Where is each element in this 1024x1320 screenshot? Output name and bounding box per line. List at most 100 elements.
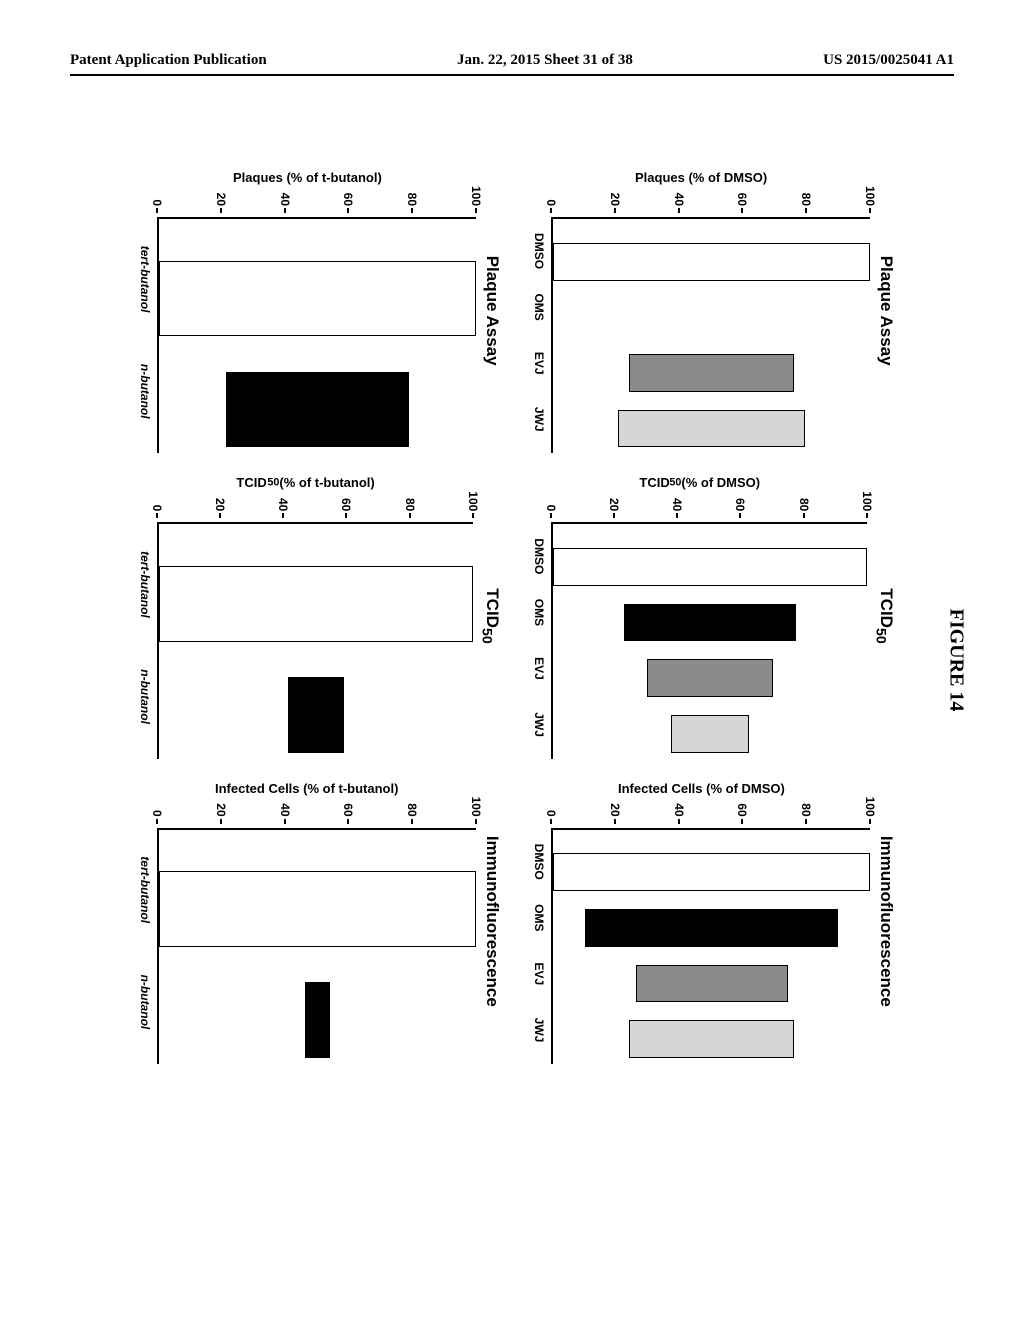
x-labels: DMSOOMSEVJJWJ <box>532 522 551 758</box>
bar-group <box>553 1002 870 1058</box>
bar-group <box>553 697 866 753</box>
figure-14: Plaque AssayPlaques (% of DMSO)100806040… <box>69 237 965 995</box>
x-label: OMS <box>532 279 545 335</box>
x-label: n-butanol <box>138 946 151 1058</box>
x-label: n-butanol <box>138 641 151 753</box>
chart-cell: Plaque Assay Plaques (% of DMSO)100806040… <box>532 168 896 453</box>
bar-group <box>553 225 870 281</box>
bar <box>629 1020 794 1058</box>
bar <box>226 372 410 448</box>
y-ticks: 100806040200 <box>551 187 870 217</box>
y-axis-label: TCID50 (% of DMSO) <box>532 473 867 492</box>
bar <box>159 261 476 337</box>
chart-body: Infected Cells (% of DMSO)100806040200DM… <box>532 779 870 1064</box>
chart-title: Plaque Assay <box>876 256 896 366</box>
bar <box>618 410 805 448</box>
x-label: EVJ <box>532 946 545 1002</box>
x-label: n-butanol <box>138 335 151 447</box>
y-axis-label: TCID50 (% of t-butanol) <box>138 473 473 492</box>
bar-group <box>553 336 870 392</box>
chart-title: Plaque Assay <box>482 256 502 366</box>
chart-title: Immunofluorescence <box>482 836 502 1007</box>
x-label: tert-butanol <box>138 528 151 640</box>
bar <box>553 548 866 586</box>
plot-area <box>551 217 870 453</box>
bar <box>629 354 794 392</box>
bar <box>553 853 870 891</box>
x-labels: tert-butanoln-butanol <box>138 522 157 758</box>
header-center: Jan. 22, 2015 Sheet 31 of 38 <box>457 52 633 69</box>
x-label: tert-butanol <box>138 223 151 335</box>
bar-group <box>553 530 866 586</box>
bar <box>553 243 870 281</box>
bar-group <box>159 836 476 947</box>
chart-cell: TCID50 TCID50 (% of t-butanol)10080604020… <box>138 473 502 758</box>
x-label: DMSO <box>532 528 545 584</box>
chart-title: Immunofluorescence <box>876 836 896 1007</box>
chart-title: TCID50 <box>479 588 502 643</box>
chart-body: TCID50 (% of t-butanol)100806040200tert-… <box>138 473 473 758</box>
header-right: US 2015/0025041 A1 <box>823 52 954 69</box>
x-label: JWJ <box>532 1002 545 1058</box>
y-ticks: 100806040200 <box>157 187 476 217</box>
chart-cell: Immunofluorescence Infected Cells (% of D… <box>532 779 896 1064</box>
chart-title: TCID50 <box>873 588 896 643</box>
chart-cell: Immunofluorescence Infected Cells (% of t… <box>138 779 502 1064</box>
plot-area <box>157 828 476 1064</box>
figure-caption-holder: FIGURE 14 <box>944 590 968 730</box>
bar <box>159 871 476 947</box>
chart-cell: TCID50TCID50 (% of DMSO)100806040200DMSO… <box>532 473 896 758</box>
bar <box>585 909 838 947</box>
bar <box>624 604 796 642</box>
x-label: OMS <box>532 584 545 640</box>
header-left: Patent Application Publication <box>70 52 267 69</box>
bar <box>636 965 788 1003</box>
bar-group <box>553 392 870 448</box>
charts-grid: Plaque AssayPlaques (% of DMSO)100806040… <box>138 168 896 1064</box>
x-label: EVJ <box>532 335 545 391</box>
plot-area <box>157 217 476 453</box>
bar-group <box>553 586 866 642</box>
bar-group <box>159 642 472 753</box>
bar-group <box>159 225 476 336</box>
bar <box>288 677 344 753</box>
x-labels: tert-butanoln-butanol <box>138 217 157 453</box>
x-label: DMSO <box>532 834 545 890</box>
y-axis-label: Infected Cells (% of DMSO) <box>532 779 870 798</box>
plot-area <box>551 828 870 1064</box>
bar-group <box>553 947 870 1003</box>
y-ticks: 100806040200 <box>551 798 870 828</box>
x-label: JWJ <box>532 391 545 447</box>
x-labels: tert-butanoln-butanol <box>138 828 157 1064</box>
x-label: EVJ <box>532 640 545 696</box>
chart-body: Plaques (% of DMSO)100806040200DMSOOMSEV… <box>532 168 870 453</box>
x-labels: DMSOOMSEVJJWJ <box>532 217 551 453</box>
bar-group <box>159 530 472 641</box>
bar-group <box>553 641 866 697</box>
header-rule <box>70 74 954 76</box>
y-ticks: 100806040200 <box>157 798 476 828</box>
bar-group <box>553 891 870 947</box>
x-label: DMSO <box>532 223 545 279</box>
chart-body: TCID50 (% of DMSO)100806040200DMSOOMSEVJ… <box>532 473 867 758</box>
bar-group <box>553 281 870 337</box>
figure-caption: FIGURE 14 <box>945 609 968 712</box>
chart-body: Plaques (% of t-butanol)100806040200tert… <box>138 168 476 453</box>
y-ticks: 100806040200 <box>551 492 866 522</box>
y-axis-label: Plaques (% of DMSO) <box>532 168 870 187</box>
y-axis-label: Infected Cells (% of t-butanol) <box>138 779 476 798</box>
x-labels: DMSOOMSEVJJWJ <box>532 828 551 1064</box>
page-header: Patent Application Publication Jan. 22, … <box>0 52 1024 69</box>
bar-group <box>159 336 476 447</box>
x-label: JWJ <box>532 697 545 753</box>
y-axis-label: Plaques (% of t-butanol) <box>138 168 476 187</box>
x-label: OMS <box>532 890 545 946</box>
bar <box>159 566 472 642</box>
bar <box>647 659 772 697</box>
x-label: tert-butanol <box>138 834 151 946</box>
chart-cell: Plaque Assay Plaques (% of t-butanol)1008… <box>138 168 502 453</box>
plot-area <box>157 522 472 758</box>
plot-area <box>551 522 866 758</box>
bar <box>671 715 749 753</box>
bar-group <box>159 947 476 1058</box>
